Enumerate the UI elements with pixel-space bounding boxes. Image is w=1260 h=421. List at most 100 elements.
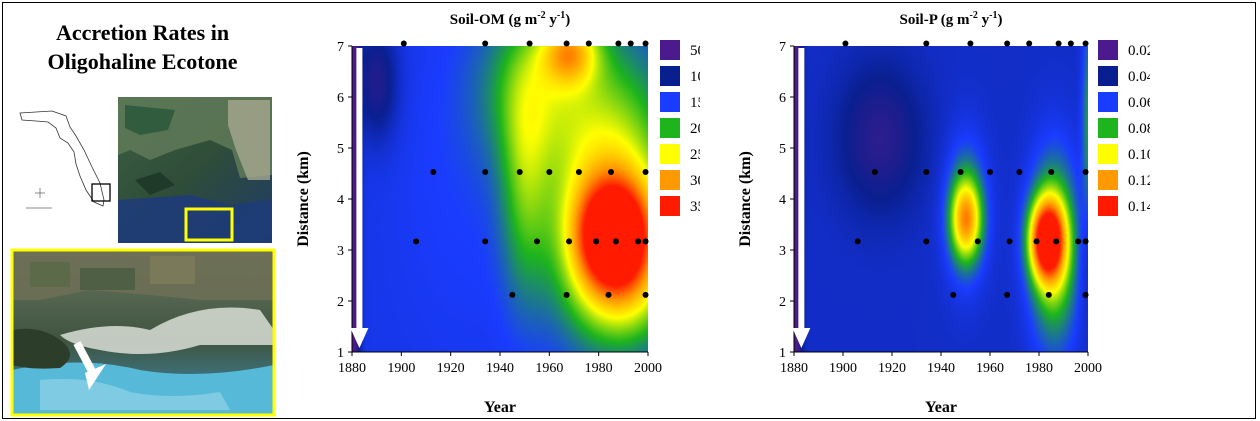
x-axis-label: Year <box>484 399 516 416</box>
y-tick-label: 3 <box>337 244 344 259</box>
legend-label: 300 <box>690 173 700 189</box>
y-tick-label: 1 <box>337 346 344 361</box>
legend-swatch <box>1098 66 1118 86</box>
x-tick-label: 1980 <box>1025 361 1053 376</box>
zoom-frame-highlight <box>10 248 276 417</box>
y-tick-label: 1 <box>779 346 786 361</box>
sample-point <box>516 168 523 175</box>
compass-rose-icon <box>35 188 45 198</box>
sample-point <box>1045 291 1052 298</box>
x-tick-label: 1880 <box>780 361 808 376</box>
florida-locator-map <box>19 110 111 209</box>
sample-point <box>1082 238 1089 245</box>
sample-point <box>642 168 649 175</box>
y-tick-label: 2 <box>337 295 344 310</box>
sample-point <box>987 168 993 175</box>
legend-label: 0.02 <box>1128 43 1150 59</box>
y-tick-label: 7 <box>779 40 786 55</box>
y-axis-label: Distance (km) <box>295 151 312 247</box>
sample-point <box>430 168 437 175</box>
panel-title-line-2: Oligohaline Ecotone <box>47 49 238 74</box>
x-tick-label: 1940 <box>927 361 955 376</box>
sample-point <box>413 238 420 245</box>
x-tick-label: 1960 <box>535 361 563 376</box>
sample-point <box>1048 168 1055 175</box>
study-area-inset-box <box>91 183 111 202</box>
legend-label: 50 <box>690 43 700 59</box>
legend-label: 100 <box>690 69 700 85</box>
sample-point <box>974 238 981 245</box>
sample-point <box>593 238 600 245</box>
y-tick-label: 5 <box>337 142 344 157</box>
sample-point <box>1033 238 1040 245</box>
legend-label: 250 <box>690 147 700 163</box>
sample-point <box>967 40 974 47</box>
sample-point <box>854 238 861 245</box>
regional-satellite-image <box>118 97 272 243</box>
map-graphics <box>10 97 276 417</box>
sample-point <box>563 291 570 298</box>
heatmap-field <box>794 46 1088 352</box>
depth-arrowhead-icon <box>350 328 369 348</box>
sample-point <box>642 238 649 245</box>
sample-point <box>1006 238 1013 245</box>
y-tick-label: 2 <box>779 295 786 310</box>
legend-label: 0.12 <box>1128 173 1150 189</box>
sample-point <box>526 40 533 47</box>
sample-point <box>608 168 614 175</box>
x-tick-label: 1880 <box>338 361 366 376</box>
panel-title-line-1: Accretion Rates in <box>55 20 230 45</box>
sample-point <box>1026 40 1033 47</box>
sample-point <box>605 291 612 298</box>
sample-point <box>1016 168 1023 175</box>
sample-point <box>642 291 649 298</box>
legend-swatch <box>1098 170 1118 190</box>
x-tick-label: 1900 <box>387 361 415 376</box>
x-tick-label: 1940 <box>486 361 514 376</box>
site-arrow-icon <box>73 341 106 390</box>
x-axis-label: Year <box>925 399 957 416</box>
soil-om-chart: Soil-OM (g m-2 y-1) 1880 1900 1920 1940 1960 1… <box>295 10 700 416</box>
legend-swatch <box>660 66 680 86</box>
sample-point <box>482 168 489 175</box>
sample-point <box>842 40 849 47</box>
legend-swatch <box>1098 144 1118 164</box>
legend-label: 0.08 <box>1128 121 1150 137</box>
sample-point <box>1067 40 1074 47</box>
depth-arrowhead-icon <box>792 328 811 348</box>
sample-point <box>1004 291 1011 298</box>
sample-point <box>627 40 634 47</box>
sample-point <box>575 168 582 175</box>
sample-point <box>509 291 516 298</box>
sample-point <box>1082 40 1089 47</box>
heatmap-field <box>352 46 648 352</box>
sample-point <box>400 40 407 47</box>
sample-point <box>635 238 642 245</box>
sample-point <box>482 238 489 245</box>
legend-swatch <box>660 196 680 216</box>
legend-swatch <box>660 118 680 138</box>
sample-point <box>923 40 930 47</box>
y-tick-label: 6 <box>337 91 344 106</box>
legend-swatch <box>1098 118 1118 138</box>
y-axis-label: Distance (km) <box>737 151 754 247</box>
legend-label: 350 <box>690 199 700 215</box>
legend-swatch <box>1098 92 1118 112</box>
x-tick-label: 1920 <box>878 361 906 376</box>
sample-point <box>615 40 622 47</box>
sample-point <box>1004 40 1011 47</box>
sample-point <box>534 238 540 245</box>
legend-label: 0.04 <box>1128 69 1150 85</box>
x-tick-label: 2000 <box>1074 361 1102 376</box>
sample-point <box>1082 168 1089 175</box>
sample-point <box>871 168 878 175</box>
y-tick-label: 3 <box>779 244 786 259</box>
sample-point <box>482 40 489 47</box>
y-tick-label: 4 <box>779 193 786 208</box>
sample-point <box>957 168 964 175</box>
sample-point <box>566 238 573 245</box>
x-tick-label: 1980 <box>585 361 613 376</box>
sample-point <box>1053 238 1060 245</box>
x-tick-label: 1960 <box>976 361 1004 376</box>
